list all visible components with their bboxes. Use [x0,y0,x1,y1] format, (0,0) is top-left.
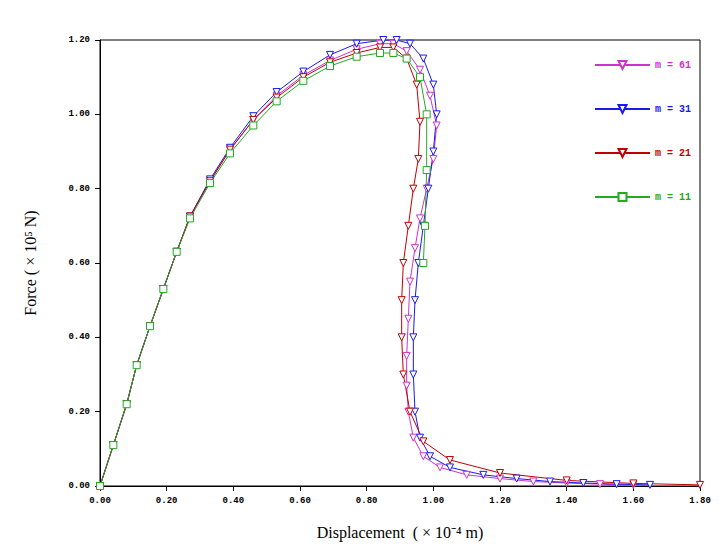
svg-text:0.60: 0.60 [289,496,311,506]
svg-text:0.20: 0.20 [68,407,90,417]
svg-text:Displacement ( × 10⁻⁴ m): Displacement ( × 10⁻⁴ m) [317,524,484,542]
svg-text:1.00: 1.00 [423,496,445,506]
svg-text:0.80: 0.80 [356,496,378,506]
svg-text:Force ( × 10⁵ N): Force ( × 10⁵ N) [22,210,40,315]
svg-text:m = 11: m = 11 [655,192,691,203]
svg-text:1.20: 1.20 [489,496,511,506]
svg-text:1.80: 1.80 [689,496,711,506]
svg-text:0.60: 0.60 [68,258,90,268]
svg-text:1.60: 1.60 [623,496,645,506]
svg-text:0.00: 0.00 [68,481,90,491]
svg-text:0.80: 0.80 [68,184,90,194]
svg-text:0.40: 0.40 [223,496,245,506]
svg-text:0.20: 0.20 [156,496,178,506]
svg-text:0.00: 0.00 [89,496,111,506]
svg-text:1.20: 1.20 [68,35,90,45]
svg-text:1.00: 1.00 [68,109,90,119]
svg-text:1.40: 1.40 [556,496,578,506]
svg-text:m = 21: m = 21 [655,148,691,159]
svg-text:m = 61: m = 61 [655,60,691,71]
svg-text:m = 31: m = 31 [655,104,691,115]
svg-text:0.40: 0.40 [68,332,90,342]
